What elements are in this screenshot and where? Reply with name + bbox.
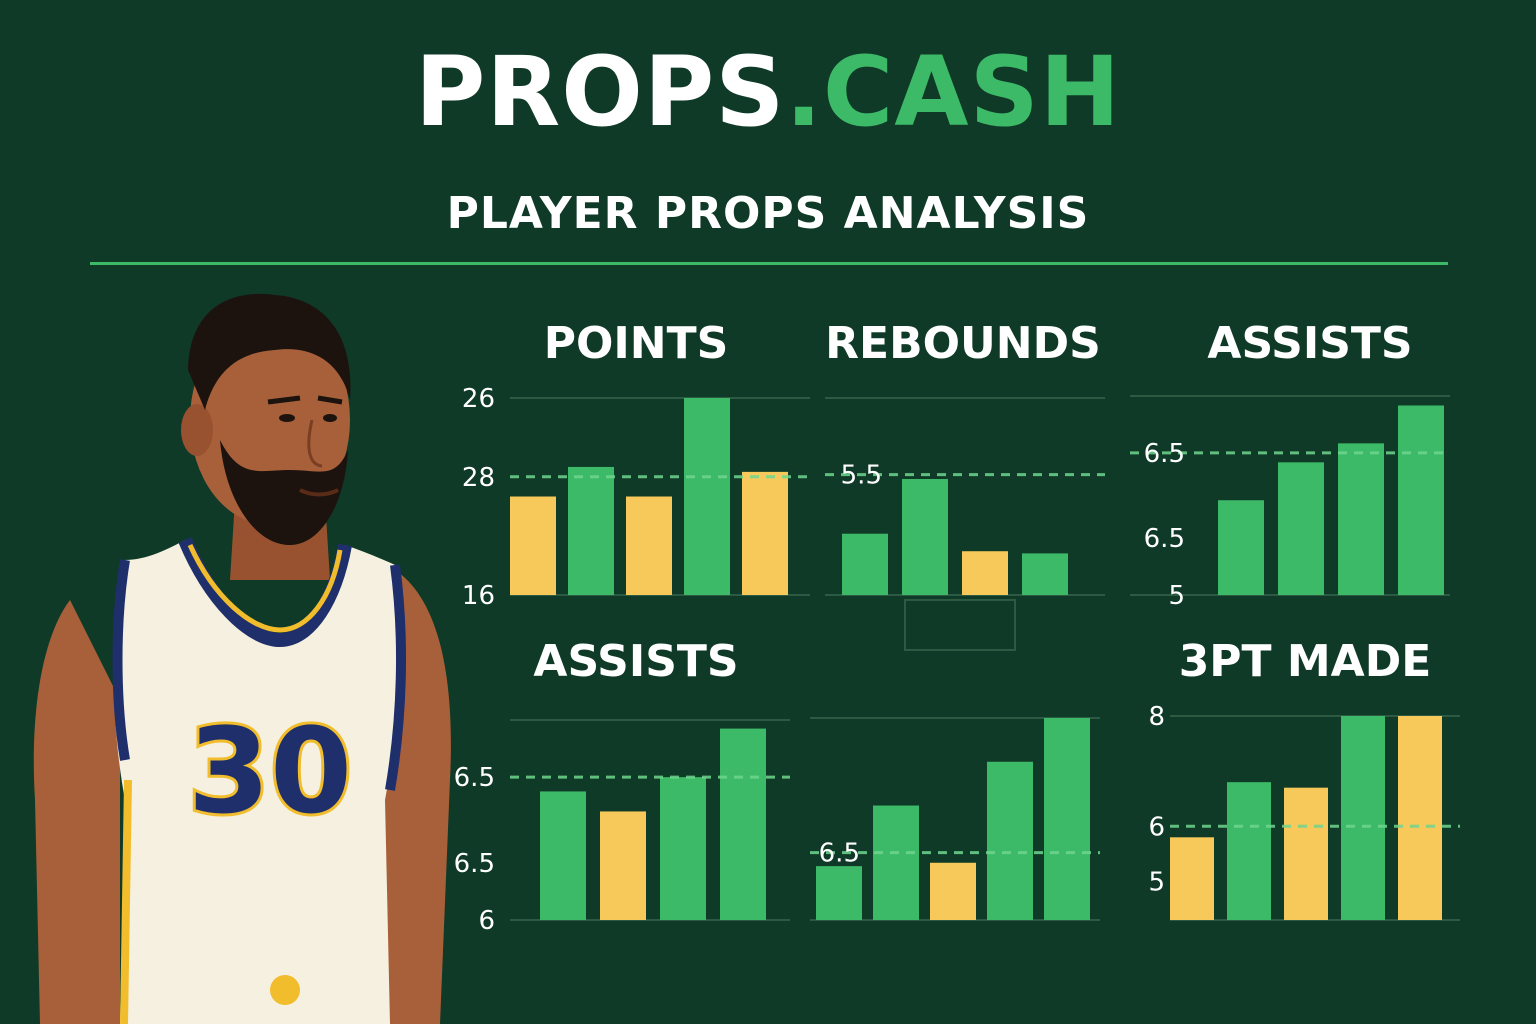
chart-points: 26 28 16 (462, 384, 810, 611)
chart-assists: 6.5 6.5 5 (1130, 395, 1450, 611)
bar (626, 496, 672, 595)
bar (1227, 782, 1271, 920)
bar (720, 728, 766, 920)
bar (568, 466, 614, 595)
chart-rebounds: 5.5 (825, 397, 1105, 651)
y-tick-label: 6.5 (819, 839, 860, 869)
player-illustration: 30 (33, 293, 451, 1024)
bar (873, 805, 919, 920)
decorative-box (904, 599, 1016, 651)
bar (816, 866, 862, 920)
bar (1338, 443, 1384, 595)
bar (1341, 716, 1385, 920)
y-tick-label: 28 (462, 463, 495, 493)
jersey-number: 30 (188, 702, 352, 840)
bar (930, 862, 976, 920)
y-tick-label: 5 (1148, 867, 1165, 897)
y-tick-label: 26 (462, 384, 495, 414)
y-tick-label: 5.5 (841, 461, 882, 491)
bar (684, 398, 730, 595)
header-divider (90, 262, 1448, 265)
bar (842, 533, 888, 595)
bar (1170, 837, 1214, 920)
bar (1284, 787, 1328, 920)
bar (987, 761, 1033, 920)
brand-part-1: PROPS (414, 36, 786, 148)
y-tick-label: 5 (1168, 581, 1185, 611)
bar (902, 478, 948, 595)
bar (1218, 500, 1264, 595)
page-subtitle: PLAYER PROPS ANALYSIS (446, 188, 1090, 239)
bar (1044, 718, 1090, 920)
bar (600, 811, 646, 920)
chart-assists-2: 6.5 6.5 6 (454, 719, 790, 936)
bar (962, 551, 1008, 595)
y-tick-label: 8 (1148, 702, 1165, 732)
bar (742, 471, 788, 595)
bar (660, 777, 706, 920)
chart-title-rebounds: REBOUNDS (825, 318, 1101, 369)
bar (1398, 716, 1442, 920)
chart-panel-5: 6.5 (810, 717, 1100, 921)
chart-title-3pt-made: 3PT MADE (1178, 636, 1432, 687)
chart-title-assists: ASSISTS (1207, 318, 1413, 369)
y-tick-label: 6 (478, 906, 495, 936)
y-tick-label: 6.5 (454, 763, 495, 793)
bar (510, 496, 556, 595)
y-tick-label: 6.5 (1144, 439, 1185, 469)
y-tick-label: 6.5 (454, 849, 495, 879)
y-tick-label: 6.5 (1144, 524, 1185, 554)
brand-part-2: .CASH (785, 36, 1122, 148)
chart-title-points: POINTS (543, 318, 729, 369)
chart-title-assists-2: ASSISTS (533, 636, 739, 687)
bar (1398, 405, 1444, 595)
bar (540, 791, 586, 920)
y-tick-label: 6 (1148, 812, 1165, 842)
bar (1022, 553, 1068, 595)
header: PROPS.CASH PLAYER PROPS ANALYSIS (0, 0, 1536, 280)
chart-3pt-made: 8 6 5 (1148, 702, 1460, 921)
brand-logo[interactable]: PROPS.CASH (0, 39, 1536, 146)
y-tick-label: 16 (462, 581, 495, 611)
bar (1278, 462, 1324, 595)
